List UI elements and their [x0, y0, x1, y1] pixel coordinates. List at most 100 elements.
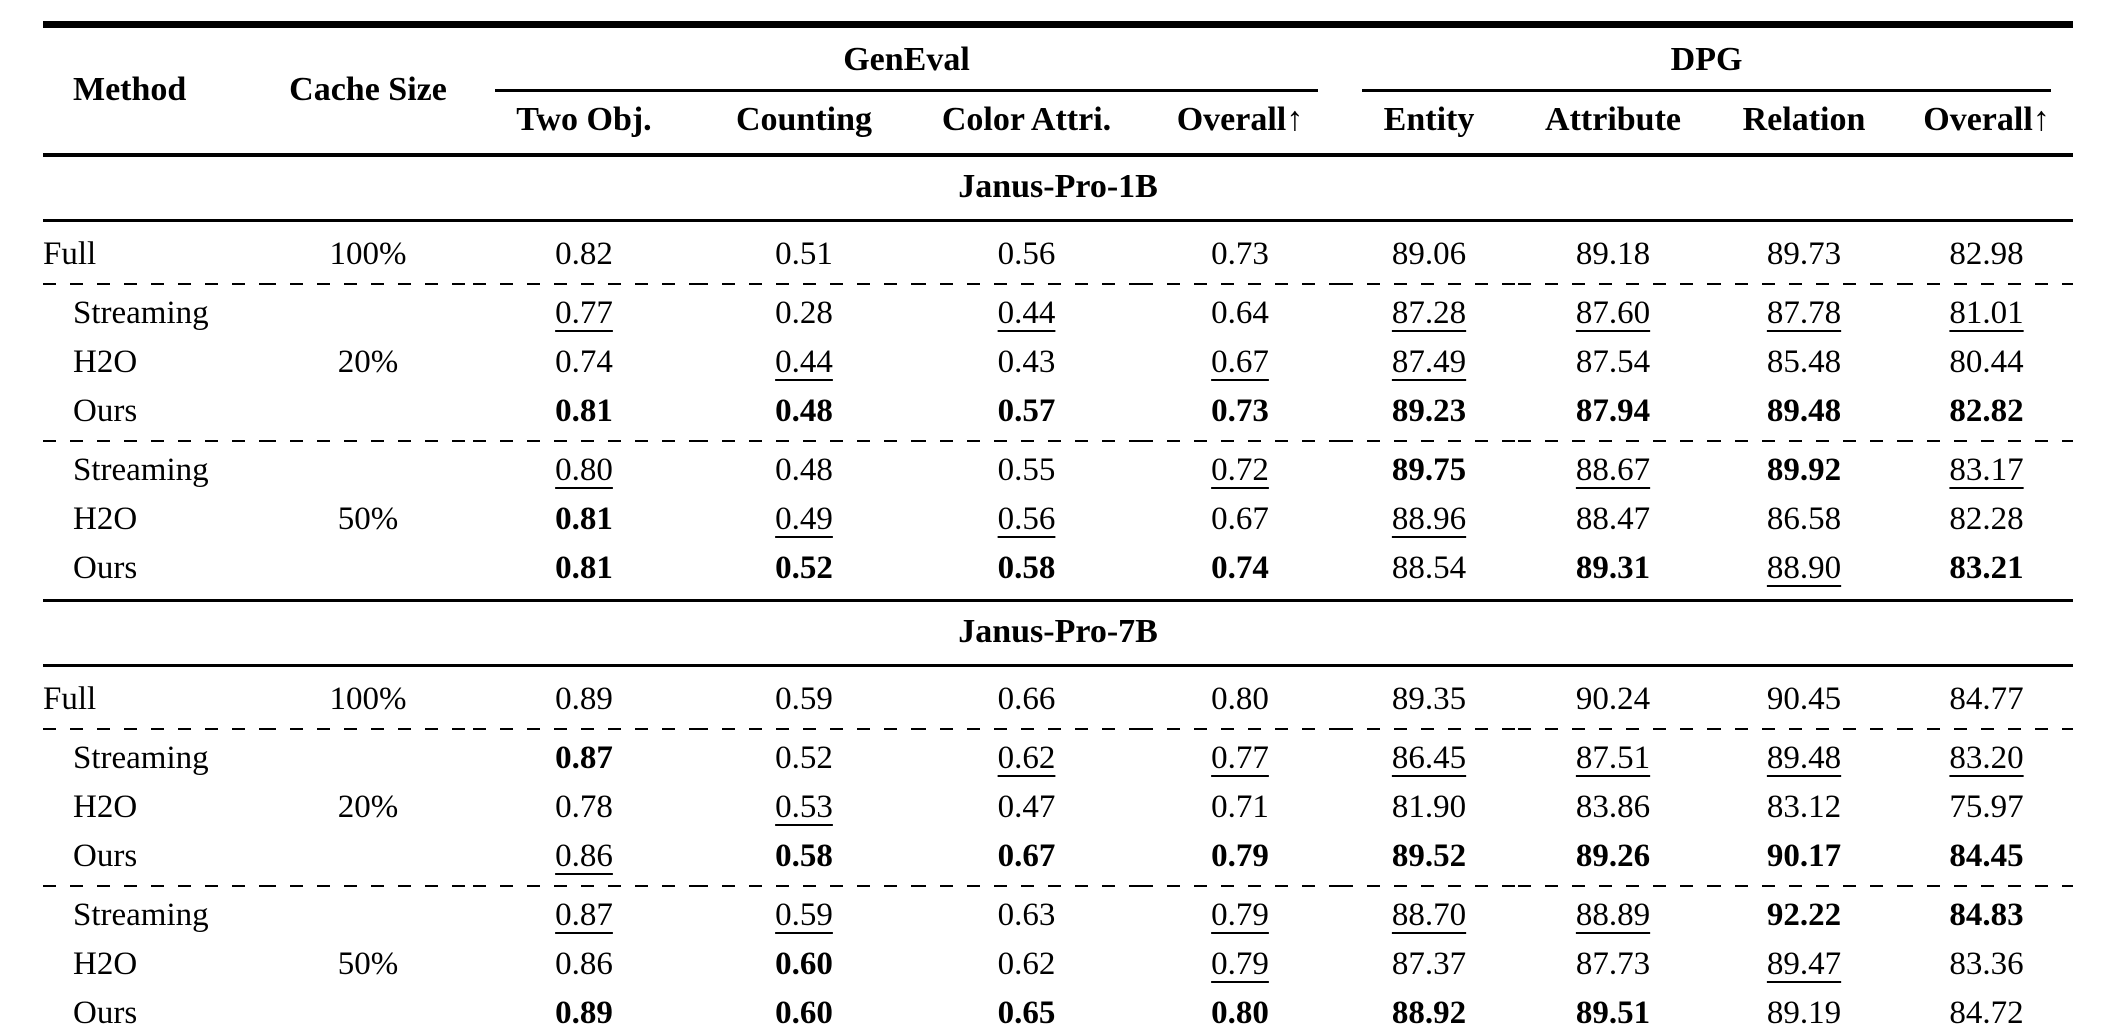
value-cell: 89.06: [1340, 220, 1519, 286]
section-title: Janus-Pro-7B: [43, 600, 2074, 667]
table-row: Ours 0.89 0.60 0.65 0.80 88.92 89.51 89.19 84.72: [43, 990, 2073, 1024]
value-cell: 84.77: [1900, 665, 2074, 730]
value-cell: 0.89: [473, 665, 695, 730]
cache-size-cell: [263, 285, 473, 339]
cache-size-cell: 20%: [337, 344, 399, 381]
value-cell: 0.43: [997, 344, 1056, 381]
value-cell: 0.87: [555, 739, 613, 776]
value-cell: 0.65: [997, 994, 1056, 1024]
method-cell: Streaming: [73, 739, 209, 776]
value-cell: 0.55: [997, 451, 1056, 488]
value-cell: 84.83: [1949, 896, 2024, 933]
value-cell: 87.94: [1518, 388, 1709, 442]
method-cell: Streaming: [73, 896, 209, 933]
value-cell: 81.90: [1391, 788, 1467, 825]
value-cell: 0.62: [997, 739, 1056, 776]
value-cell: 89.48: [1708, 388, 1901, 442]
value-cell: 0.74: [555, 344, 613, 381]
col-header-relation: Relation: [1708, 92, 1901, 158]
value-cell: 0.48: [775, 451, 833, 488]
value-cell: 87.60: [1575, 295, 1651, 332]
cache-size-cell: 50%: [337, 945, 399, 982]
method-cell: H2O: [73, 500, 138, 537]
value-cell: 87.49: [1391, 344, 1467, 381]
value-cell: 0.58: [695, 832, 913, 887]
value-cell: 89.31: [1518, 544, 1709, 602]
method-cell: Full: [43, 220, 263, 286]
value-cell: 89.19: [1766, 994, 1842, 1024]
value-cell: 0.73: [1140, 388, 1341, 442]
group-header-dpg: DPG: [1340, 25, 2073, 93]
table-row: Full 100% 0.89 0.59 0.66 0.80 89.35 90.24 90.45 8…: [43, 665, 2074, 730]
method-cell: Ours: [43, 832, 263, 887]
value-cell: 0.62: [997, 945, 1056, 982]
table-row: Ours 0.81 0.52 0.58 0.74 88.54 89.31 88.90 83.21: [43, 544, 2074, 602]
value-cell: 0.73: [1140, 220, 1341, 286]
value-cell: 83.17: [1949, 451, 2024, 488]
value-cell: 86.45: [1391, 739, 1467, 776]
value-cell: 0.56: [913, 220, 1140, 286]
value-cell: 0.86: [555, 945, 613, 982]
value-cell: 92.22: [1766, 896, 1842, 933]
table-row: Streaming 0.80 0.48 0.55 0.72 89.75 88.67 89.92…: [43, 442, 2073, 496]
cache-size-cell: [263, 990, 473, 1024]
value-cell: 87.37: [1391, 945, 1467, 982]
value-cell: 0.59: [695, 665, 913, 730]
value-cell: 88.54: [1340, 544, 1519, 602]
value-cell: 0.57: [913, 388, 1140, 442]
table-row: Full 100% 0.82 0.51 0.56 0.73 89.06 89.18 89.73 8…: [43, 220, 2074, 286]
value-cell: 88.90: [1708, 544, 1901, 602]
group-header-row: Method Cache Size GenEval DPG: [43, 24, 2073, 158]
value-cell: 0.63: [997, 896, 1056, 933]
table-row: H2O 20% 0.78 0.53 0.47 0.71 81.90 83.86 83.12 75.…: [43, 784, 2073, 833]
value-cell: 0.52: [695, 544, 913, 602]
cache-size-cell: [263, 442, 473, 496]
value-cell: 89.51: [1575, 994, 1651, 1024]
value-cell: 82.98: [1900, 220, 2074, 286]
cache-size-cell: 100%: [263, 665, 473, 730]
group-header-geneval: GenEval: [473, 25, 1340, 93]
section-title: Janus-Pro-1B: [43, 155, 2074, 223]
value-cell: 87.73: [1575, 945, 1651, 982]
value-cell: 88.92: [1391, 994, 1467, 1024]
method-cell: H2O: [73, 788, 138, 825]
col-header-counting: Counting: [695, 92, 913, 158]
value-cell: 0.71: [1211, 788, 1269, 825]
col-header-method: Method: [43, 24, 263, 158]
value-cell: 0.77: [555, 295, 613, 332]
cache-size-cell: 20%: [337, 788, 399, 825]
table-row: Streaming 0.87 0.59 0.63 0.79 88.70 88.89 92.22…: [43, 887, 2073, 941]
value-cell: 0.64: [1211, 295, 1269, 332]
value-cell: 89.52: [1340, 832, 1519, 887]
value-cell: 89.47: [1766, 945, 1842, 982]
value-cell: 90.45: [1708, 665, 1901, 730]
value-cell: 89.73: [1708, 220, 1901, 286]
sub-header-row: Two Obj. Counting Color Attri. Overall↑ …: [43, 92, 2074, 158]
value-cell: 0.82: [473, 220, 695, 286]
method-cell: Ours: [73, 994, 138, 1024]
value-cell: 82.28: [1949, 500, 2024, 537]
col-header-attribute: Attribute: [1518, 92, 1709, 158]
value-cell: 0.78: [555, 788, 613, 825]
value-cell: 0.80: [555, 451, 613, 488]
value-cell: 89.48: [1766, 739, 1842, 776]
value-cell: 0.67: [1211, 500, 1269, 537]
value-cell: 87.51: [1575, 739, 1651, 776]
value-cell: 87.28: [1391, 295, 1467, 332]
cache-size-cell: [263, 730, 473, 784]
section-row: Janus-Pro-7B: [43, 600, 2074, 667]
value-cell: 0.48: [695, 388, 913, 442]
cache-size-cell: [263, 388, 473, 442]
table-row: H2O 20% 0.74 0.44 0.43 0.67 87.49 87.54 85.48 80.…: [43, 339, 2073, 388]
value-cell: 88.67: [1575, 451, 1651, 488]
cache-size-cell: 50%: [337, 500, 399, 537]
value-cell: 0.60: [775, 994, 833, 1024]
method-cell: Full: [43, 665, 263, 730]
value-cell: 0.56: [997, 500, 1056, 537]
value-cell: 0.49: [775, 500, 833, 537]
table-row: H2O 50% 0.81 0.49 0.56 0.67 88.96 88.47 86.58 82.…: [43, 496, 2073, 545]
value-cell: 0.80: [1211, 994, 1269, 1024]
value-cell: 0.80: [1140, 665, 1341, 730]
method-cell: Ours: [43, 544, 263, 602]
value-cell: 88.47: [1575, 500, 1651, 537]
